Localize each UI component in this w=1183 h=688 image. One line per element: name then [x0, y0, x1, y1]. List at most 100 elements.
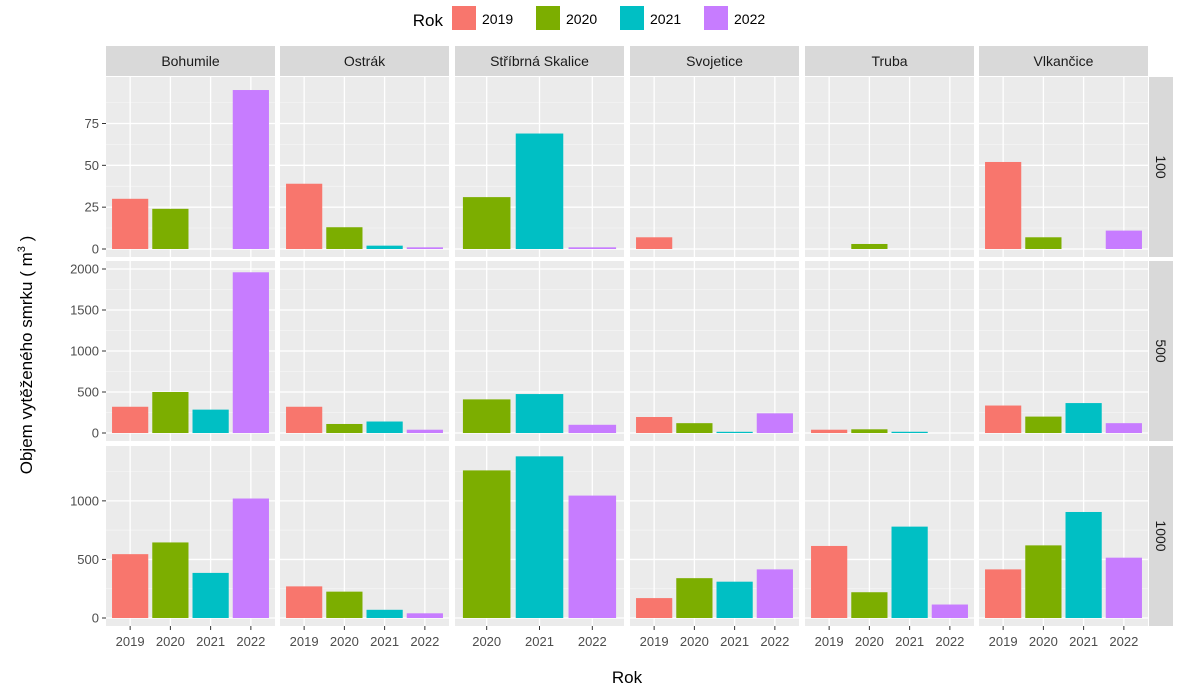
x-tick-label: 2022 [760, 634, 789, 649]
x-tick-label: 2020 [330, 634, 359, 649]
panel-100-1 [280, 77, 449, 257]
panel-100-4 [805, 77, 974, 257]
panel-500-1 [280, 261, 449, 441]
x-tick-label: 2021 [720, 634, 749, 649]
bar-Bohumile-500-2019 [112, 406, 149, 433]
bar-Bohumile-500-2020 [152, 392, 189, 433]
bar-Ostrák-500-2019 [286, 406, 323, 433]
bar-Truba-1000-2021 [891, 526, 928, 618]
bar-Vlkančice-1000-2020 [1025, 545, 1062, 618]
bar-Svojetice-1000-2022 [756, 569, 793, 618]
bar-Ostrák-1000-2021 [366, 609, 403, 618]
bar-Stříbrná Skalice-500-2020 [462, 399, 511, 433]
legend-swatch-2021 [620, 6, 644, 30]
bar-Svojetice-500-2021 [716, 431, 753, 433]
bar-Ostrák-100-2019 [286, 183, 323, 249]
y-tick-label: 1000 [70, 344, 99, 359]
bar-Vlkančice-500-2022 [1105, 423, 1142, 433]
bar-Svojetice-500-2022 [756, 413, 793, 433]
bar-Bohumile-1000-2019 [112, 554, 149, 618]
strip-5 [979, 46, 1148, 76]
x-tick-label: 2020 [156, 634, 185, 649]
bar-Ostrák-500-2020 [326, 423, 363, 433]
bar-Stříbrná Skalice-1000-2020 [462, 470, 511, 618]
bar-Bohumile-100-2019 [112, 198, 149, 249]
bar-Bohumile-100-2020 [152, 208, 189, 249]
bar-Truba-1000-2020 [851, 592, 888, 618]
y-tick-label: 0 [92, 611, 99, 626]
bar-Svojetice-1000-2019 [636, 598, 673, 618]
strip-label-3: Svojetice [686, 53, 743, 69]
x-tick-label: 2022 [578, 634, 607, 649]
bar-Vlkančice-1000-2019 [985, 569, 1022, 618]
legend-swatch-2020 [536, 6, 560, 30]
legend-label-2021: 2021 [650, 11, 681, 27]
x-tick-label: 2019 [815, 634, 844, 649]
y-tick-label: 0 [92, 426, 99, 441]
panel-500-3 [630, 261, 799, 441]
x-tick-label: 2022 [1109, 634, 1138, 649]
row-strip-label-500: 500 [1153, 339, 1169, 363]
bar-Ostrák-1000-2019 [286, 586, 323, 618]
bar-Truba-1000-2022 [931, 604, 968, 618]
row-strip-label-1000: 1000 [1153, 520, 1169, 551]
panel-1000-0 [106, 446, 275, 626]
x-tick-label: 2019 [989, 634, 1018, 649]
y-tick-label: 50 [85, 158, 99, 173]
bar-Truba-500-2020 [851, 429, 888, 433]
bar-Truba-1000-2019 [811, 545, 848, 618]
bar-Vlkančice-1000-2021 [1065, 511, 1102, 618]
strip-label-0: Bohumile [161, 53, 220, 69]
x-tick-label: 2021 [1069, 634, 1098, 649]
bar-Vlkančice-100-2019 [985, 161, 1022, 249]
bar-Stříbrná Skalice-1000-2022 [568, 495, 617, 618]
y-axis-title-main: Objem vytěženého smrku ( m [17, 252, 36, 474]
x-tick-label: 2020 [472, 634, 501, 649]
bar-Svojetice-1000-2020 [676, 578, 713, 618]
bar-Vlkančice-100-2022 [1105, 230, 1142, 249]
x-axis-title: Rok [612, 668, 643, 687]
legend-swatch-2022 [704, 6, 728, 30]
bar-Stříbrná Skalice-1000-2021 [515, 456, 564, 618]
x-tick-label: 2019 [640, 634, 669, 649]
bar-Bohumile-1000-2021 [192, 572, 229, 618]
panel-500-2 [455, 261, 624, 441]
row-strip-label-100: 100 [1153, 155, 1169, 179]
panel-1000-4 [805, 446, 974, 626]
row-strip-100 [1149, 77, 1173, 257]
bar-Stříbrná Skalice-500-2021 [515, 394, 564, 433]
legend-label-2022: 2022 [734, 11, 765, 27]
strip-2 [455, 46, 624, 76]
panel-100-5 [979, 77, 1148, 257]
bar-Vlkančice-100-2020 [1025, 237, 1062, 249]
bar-Svojetice-1000-2021 [716, 581, 753, 618]
legend-swatch-2019 [452, 6, 476, 30]
bar-Svojetice-500-2019 [636, 417, 673, 433]
legend: Rok 2019 2020 2021 2022 [413, 6, 765, 30]
row-strip-500 [1149, 261, 1173, 441]
legend-title: Rok [413, 11, 444, 30]
x-tick-label: 2020 [855, 634, 884, 649]
y-axis-title-end: ) [17, 236, 36, 246]
bar-Ostrák-500-2021 [366, 421, 403, 433]
bar-Vlkančice-500-2020 [1025, 416, 1062, 433]
y-tick-label: 2000 [70, 262, 99, 277]
x-tick-label: 2020 [680, 634, 709, 649]
strip-label-5: Vlkančice [1034, 53, 1094, 69]
strip-0 [106, 46, 275, 76]
bar-Stříbrná Skalice-500-2022 [568, 424, 617, 433]
y-tick-label: 1000 [70, 493, 99, 508]
bar-Stříbrná Skalice-100-2021 [515, 133, 564, 249]
y-tick-label: 500 [77, 385, 99, 400]
x-tick-label: 2022 [236, 634, 265, 649]
bar-Truba-100-2020 [851, 243, 888, 249]
strip-label-2: Stříbrná Skalice [490, 53, 589, 69]
bar-Ostrák-1000-2022 [406, 613, 443, 618]
bar-Ostrák-100-2020 [326, 227, 363, 249]
bar-Vlkančice-1000-2022 [1105, 557, 1142, 618]
y-tick-label: 500 [77, 552, 99, 567]
y-axis-title: Objem vytěženého smrku ( m3 ) [16, 236, 36, 475]
x-tick-label: 2021 [895, 634, 924, 649]
x-tick-label: 2019 [116, 634, 145, 649]
panel-1000-3 [630, 446, 799, 626]
